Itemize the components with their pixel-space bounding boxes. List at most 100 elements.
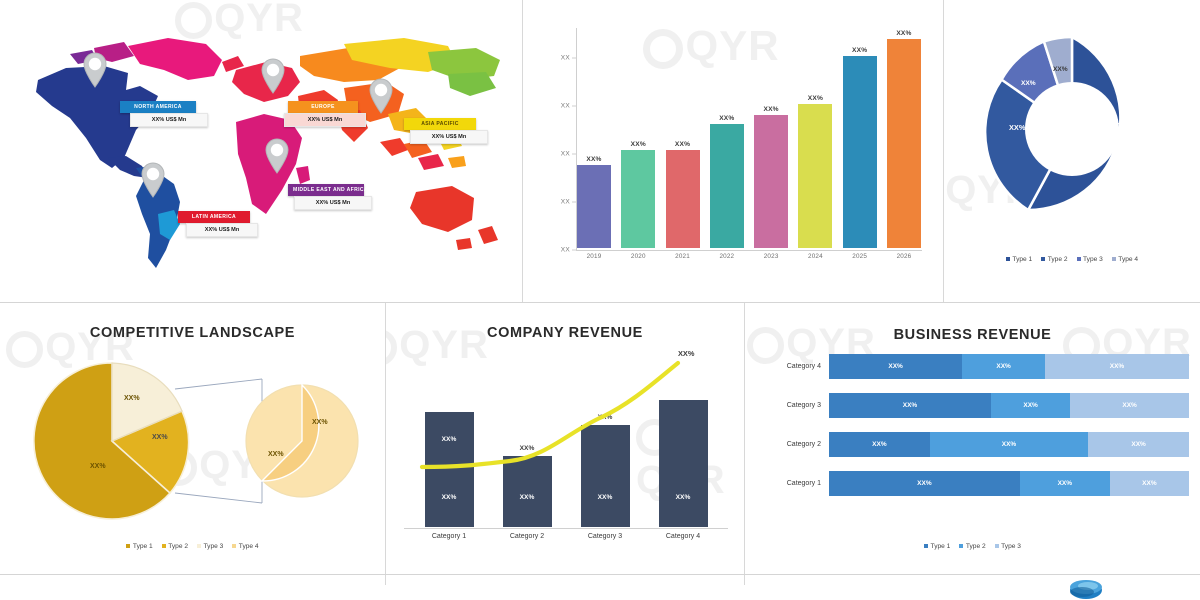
map-tag-middle-east-africa[interactable]: MIDDLE EAST AND AFRICA XX% US$ Mn bbox=[288, 184, 372, 211]
pie-label-type-3: XX% bbox=[152, 434, 168, 441]
bar-column[interactable]: XX% bbox=[842, 30, 877, 248]
legend-item-type-4[interactable]: Type 4 bbox=[1111, 256, 1138, 263]
bar-column[interactable]: XX% bbox=[709, 30, 744, 248]
legend-item-type-2[interactable]: Type 2 bbox=[959, 543, 986, 550]
bar-rect bbox=[621, 149, 656, 248]
bar-column[interactable]: XX% XX% bbox=[580, 345, 630, 527]
x-axis-labels: Category 1 Category 2 Category 3 Categor… bbox=[410, 533, 722, 540]
legend-label: Type 3 bbox=[1001, 543, 1021, 550]
hbar-legend: Type 1 Type 2 Type 3 bbox=[745, 543, 1200, 550]
x-tick-label: Category 2 bbox=[509, 533, 545, 540]
segment-label: XX% bbox=[1057, 480, 1073, 487]
bar-value-label-bottom: XX% bbox=[519, 494, 535, 501]
bar-rect bbox=[577, 165, 611, 248]
bar-value-label: XX% bbox=[674, 140, 691, 148]
bar-value-label: XX% bbox=[630, 140, 646, 148]
page-title: BUSINESS REVENUE bbox=[893, 327, 1052, 343]
location-pin-icon bbox=[261, 58, 285, 94]
x-tick-label: 2019 bbox=[586, 253, 602, 260]
legend-label: Type 1 bbox=[930, 543, 951, 550]
bar-rect: XX% XX% bbox=[502, 445, 552, 527]
donut-chart: XX% XX% XX% XX% bbox=[967, 24, 1177, 239]
pie-label-type-1: XX% bbox=[90, 463, 106, 470]
bar-column[interactable]: XX% bbox=[621, 30, 656, 248]
table-row[interactable]: Category 4 XX% XX% XX% bbox=[759, 351, 1189, 382]
legend-item-type-1[interactable]: Type 1 bbox=[924, 543, 950, 550]
location-pin-icon bbox=[265, 138, 289, 174]
donut-label-type-4: XX% bbox=[1053, 66, 1068, 73]
bar-value-label: XX% bbox=[896, 30, 912, 37]
y-tick-label: XX bbox=[560, 198, 570, 206]
map-tag-value: XX% US$ Mn bbox=[130, 113, 208, 128]
bar-column[interactable]: XX% bbox=[754, 30, 789, 248]
donut-legend: Type 1 Type 2 Type 3 Type 4 bbox=[944, 256, 1200, 263]
bar-column[interactable]: XX% XX% bbox=[424, 345, 474, 527]
secondary-pie-label-2: XX% bbox=[268, 451, 284, 458]
legend-item-type-2[interactable]: Type 2 bbox=[1041, 256, 1068, 263]
table-row[interactable]: Category 2 XX% XX% XX% bbox=[759, 429, 1189, 460]
bar-value-label-bottom: XX% bbox=[597, 494, 613, 501]
map-tag-value: XX% US$ Mn bbox=[186, 223, 258, 238]
segment-label: XX% bbox=[917, 480, 932, 487]
bar-segment-type-1: XX% bbox=[829, 393, 991, 418]
footer-divider bbox=[0, 574, 1200, 575]
legend-label: Type 1 bbox=[132, 543, 153, 550]
segment-label: XX% bbox=[1023, 402, 1038, 409]
map-tag-label: NORTH AMERICA bbox=[120, 101, 196, 114]
bar-rect bbox=[709, 123, 744, 248]
legend-label: Type 4 bbox=[238, 543, 259, 550]
combo-plot-area: XX% XX% XX% XX% XX% XX% bbox=[410, 345, 722, 527]
legend-item-type-3[interactable]: Type 3 bbox=[994, 543, 1021, 550]
x-tick-label: 2020 bbox=[630, 253, 646, 260]
bar-column[interactable]: XX% bbox=[577, 30, 611, 248]
map-tag-value: XX% US$ Mn bbox=[294, 196, 372, 211]
bar-value-label: XX% bbox=[586, 156, 602, 164]
map-tag-north-america[interactable]: NORTH AMERICA XX% US$ Mn bbox=[120, 101, 208, 128]
bar-rect bbox=[754, 115, 789, 248]
y-tick-label: XX bbox=[560, 54, 570, 62]
bar-segment-type-1: XX% bbox=[829, 471, 1020, 496]
legend-label: Type 2 bbox=[168, 543, 188, 550]
legend-item-type-3[interactable]: Type 3 bbox=[197, 543, 223, 550]
table-row[interactable]: Category 1 XX% XX% XX% bbox=[759, 468, 1189, 499]
x-tick-label: 2026 bbox=[896, 253, 912, 260]
bar-segment-type-3: XX% bbox=[1070, 393, 1189, 418]
x-tick-label: 2025 bbox=[852, 253, 868, 260]
bar-column[interactable]: XX% bbox=[658, 345, 708, 527]
bar-column[interactable]: XX% XX% bbox=[502, 345, 552, 527]
stacked-bar-rows: Category 4 XX% XX% XX% Category 3 XX% XX… bbox=[759, 351, 1189, 507]
stacked-bar-track: XX% XX% XX% bbox=[829, 393, 1189, 418]
map-tag-latin-america[interactable]: LATIN AMERICA XX% US$ Mn bbox=[178, 211, 258, 238]
segment-label: XX% bbox=[1142, 480, 1157, 487]
map-tag-europe[interactable]: EUROPE XX% US$ Mn bbox=[284, 101, 366, 128]
company-revenue-panel: QYR QYR COMPANY REVENUE XX% XX% XX% XX% bbox=[386, 303, 745, 585]
row-category-label: Category 4 bbox=[786, 363, 821, 370]
legend-item-type-1[interactable]: Type 1 bbox=[126, 543, 153, 550]
segment-label: XX% bbox=[888, 363, 903, 370]
pie-slice-type-1 bbox=[33, 362, 172, 520]
x-tick-label: Category 4 bbox=[665, 533, 701, 540]
pie-label-type-2: XX% bbox=[124, 395, 140, 402]
legend-item-type-1[interactable]: Type 1 bbox=[1005, 256, 1032, 263]
bar-rect: XX% XX% bbox=[580, 414, 630, 527]
legend-label: Type 2 bbox=[1047, 256, 1068, 263]
pie-legend: Type 1 Type 2 Type 3 Type 4 bbox=[0, 543, 385, 550]
bar-column[interactable]: XX% bbox=[886, 30, 921, 248]
legend-item-type-3[interactable]: Type 3 bbox=[1076, 256, 1103, 263]
bar-segment-type-2: XX% bbox=[991, 393, 1071, 418]
bar-column[interactable]: XX% bbox=[665, 30, 700, 248]
world-map: NORTH AMERICA XX% US$ Mn LATIN AMERICA X… bbox=[8, 18, 514, 286]
bar-value-label-top: XX% bbox=[441, 436, 457, 444]
x-tick-label: 2024 bbox=[808, 253, 823, 260]
bar-column[interactable]: XX% bbox=[798, 30, 833, 248]
legend-item-type-2[interactable]: Type 2 bbox=[161, 543, 188, 550]
x-axis-labels: 2019 2020 2021 2022 2023 2024 2025 2026 bbox=[577, 253, 921, 260]
table-row[interactable]: Category 3 XX% XX% XX% bbox=[759, 390, 1189, 421]
map-tag-asia-pacific[interactable]: ASIA PACIFIC XX% US$ Mn bbox=[404, 118, 488, 145]
row-category-label: Category 1 bbox=[786, 480, 821, 487]
bar-value-label: XX% bbox=[719, 114, 735, 122]
legend-label: Type 2 bbox=[965, 543, 986, 550]
bar-segment-type-3: XX% bbox=[1045, 354, 1189, 379]
regional-map-panel: QYR bbox=[0, 0, 523, 302]
legend-item-type-4[interactable]: Type 4 bbox=[232, 543, 259, 550]
